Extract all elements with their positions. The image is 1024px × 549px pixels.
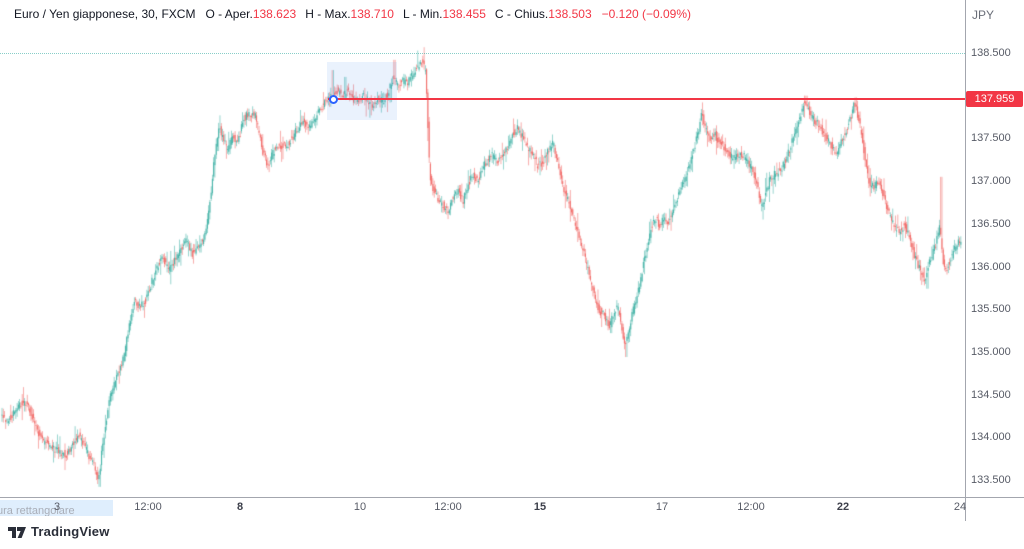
ohlc-close: C - Chius.138.503 bbox=[494, 7, 592, 21]
price-tick-label: 135.500 bbox=[971, 303, 1011, 316]
price-tick-label: 135.000 bbox=[971, 345, 1011, 358]
time-tick-label: 12:00 bbox=[134, 501, 162, 513]
tradingview-logo-text: TradingView bbox=[31, 524, 110, 539]
time-axis-separator bbox=[0, 497, 1024, 498]
rectangle-drawing[interactable] bbox=[327, 61, 397, 120]
ohlc-high: H - Max.138.710 bbox=[305, 7, 394, 21]
price-tick-label: 136.000 bbox=[971, 260, 1011, 273]
ray-price-badge: 137.959 bbox=[966, 91, 1023, 108]
time-tick-label: 3 bbox=[53, 501, 61, 513]
time-tick-label: 24 bbox=[953, 501, 967, 513]
horizontal-ray-line[interactable] bbox=[328, 98, 965, 101]
time-tick-label: 17 bbox=[655, 501, 669, 513]
price-tick-label: 136.500 bbox=[971, 217, 1011, 230]
chart-legend[interactable]: Euro / Yen giapponese, 30, FXCM O - Aper.… bbox=[14, 7, 691, 23]
price-tick-label: 134.500 bbox=[971, 388, 1011, 401]
ohlc-low: L - Min.138.455 bbox=[402, 7, 486, 21]
time-tick-label: 22 bbox=[836, 501, 850, 513]
price-tick-label: 134.000 bbox=[971, 431, 1011, 444]
time-tick-label: 12:00 bbox=[737, 501, 765, 513]
time-tick-label: 15 bbox=[533, 501, 547, 513]
price-tick-label: 137.000 bbox=[971, 175, 1011, 188]
currency-label: JPY bbox=[972, 8, 995, 22]
price-axis-separator bbox=[965, 0, 966, 521]
time-tick-label: 8 bbox=[236, 501, 244, 513]
time-axis[interactable]: 3 12:00 8 10 12:00 15 17 12:00 22 24 bbox=[0, 498, 1024, 520]
price-change: −0.120 (−0.09%) bbox=[601, 7, 692, 21]
symbol-title[interactable]: Euro / Yen giapponese, 30, FXCM bbox=[14, 7, 196, 21]
price-tick-label: 138.500 bbox=[971, 47, 1011, 59]
time-tick-label: 10 bbox=[353, 501, 367, 513]
candlestick-chart-canvas[interactable] bbox=[0, 0, 965, 497]
drawing-tool-tooltip: ura rettangolare bbox=[0, 500, 113, 516]
price-tick-label: 137.500 bbox=[971, 132, 1011, 145]
tradingview-logo-icon bbox=[8, 526, 26, 538]
current-price-line bbox=[0, 53, 965, 54]
time-tick-label: 12:00 bbox=[434, 501, 462, 513]
tradingview-logo[interactable]: TradingView bbox=[8, 524, 110, 539]
ohlc-open: O - Aper.138.623 bbox=[205, 7, 297, 21]
price-axis[interactable]: 138.500138.000137.500137.000136.500136.0… bbox=[966, 0, 1024, 497]
drawing-anchor-handle[interactable] bbox=[328, 94, 338, 104]
price-tick-label: 133.500 bbox=[971, 474, 1011, 486]
